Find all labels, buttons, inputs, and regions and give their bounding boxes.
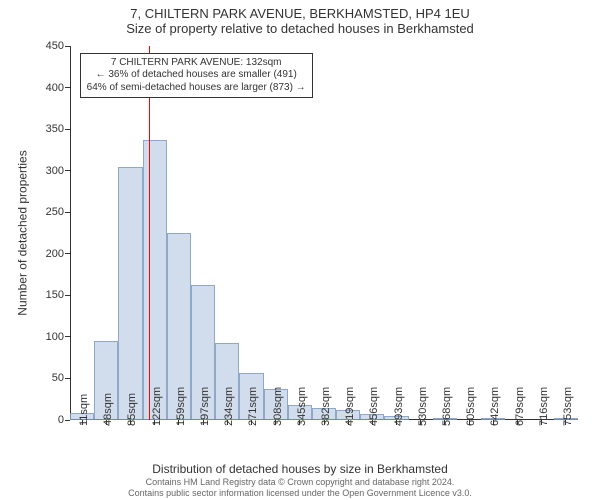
x-tick-label: 345sqm (296, 387, 308, 426)
annotation-line-3: 64% of semi-detached houses are larger (… (87, 82, 306, 95)
y-tick-mark (65, 336, 70, 337)
x-tick-label: 456sqm (368, 387, 380, 426)
x-tick-label: 679sqm (514, 387, 526, 426)
y-tick-mark (65, 253, 70, 254)
footer-line-2: Contains public sector information licen… (0, 488, 600, 498)
x-tick-label: 753sqm (562, 387, 574, 426)
histogram-bar (143, 140, 167, 420)
y-tick-mark (65, 170, 70, 171)
x-tick-label: 85sqm (126, 393, 138, 426)
x-tick-label: 530sqm (417, 387, 429, 426)
y-tick-label: 250 (46, 206, 64, 218)
y-tick-mark (65, 295, 70, 296)
y-tick-label: 400 (46, 82, 64, 94)
y-tick-label: 450 (46, 40, 64, 52)
y-tick-mark (65, 212, 70, 213)
y-tick-mark (65, 87, 70, 88)
x-tick-label: 716sqm (538, 387, 550, 426)
x-tick-label: 568sqm (441, 387, 453, 426)
title-block: 7, CHILTERN PARK AVENUE, BERKHAMSTED, HP… (0, 6, 600, 36)
y-tick-label: 100 (46, 331, 64, 343)
y-tick-mark (65, 46, 70, 47)
x-tick-label: 48sqm (102, 393, 114, 426)
plot-area: 05010015020025030035040045011sqm48sqm85s… (70, 46, 578, 420)
annotation-line-1: 7 CHILTERN PARK AVENUE: 132sqm (87, 57, 306, 70)
histogram-bar (118, 167, 142, 420)
footer-line-1: Contains HM Land Registry data © Crown c… (0, 477, 600, 487)
x-tick-label: 642sqm (489, 387, 501, 426)
annotation-line-2: ← 36% of detached houses are smaller (49… (87, 69, 306, 82)
y-tick-label: 300 (46, 165, 64, 177)
x-tick-label: 271sqm (247, 387, 259, 426)
y-tick-label: 50 (52, 372, 64, 384)
reference-line (149, 46, 150, 420)
title-line-2: Size of property relative to detached ho… (0, 21, 600, 36)
x-tick-label: 308sqm (272, 387, 284, 426)
annotation-box: 7 CHILTERN PARK AVENUE: 132sqm← 36% of d… (80, 53, 313, 99)
y-tick-label: 350 (46, 123, 64, 135)
y-tick-mark (65, 378, 70, 379)
y-axis-title: Number of detached properties (16, 46, 30, 420)
x-tick-label: 493sqm (393, 387, 405, 426)
y-tick-label: 150 (46, 289, 64, 301)
x-tick-label: 11sqm (78, 394, 90, 426)
x-tick-label: 605sqm (465, 387, 477, 426)
title-line-1: 7, CHILTERN PARK AVENUE, BERKHAMSTED, HP… (0, 6, 600, 21)
figure-root: 7, CHILTERN PARK AVENUE, BERKHAMSTED, HP… (0, 0, 600, 500)
x-tick-label: 122sqm (151, 387, 163, 426)
y-axis-line (70, 46, 71, 420)
x-tick-label: 197sqm (199, 387, 211, 426)
y-tick-label: 200 (46, 248, 64, 260)
x-tick-label: 419sqm (344, 387, 356, 426)
y-tick-mark (65, 129, 70, 130)
y-tick-label: 0 (58, 414, 64, 426)
y-axis-title-text: Number of detached properties (16, 150, 30, 315)
x-tick-label: 382sqm (320, 387, 332, 426)
footer-attribution: Contains HM Land Registry data © Crown c… (0, 477, 600, 498)
x-axis-title: Distribution of detached houses by size … (0, 462, 600, 476)
x-tick-label: 159sqm (175, 387, 187, 426)
x-tick-label: 234sqm (223, 387, 235, 426)
